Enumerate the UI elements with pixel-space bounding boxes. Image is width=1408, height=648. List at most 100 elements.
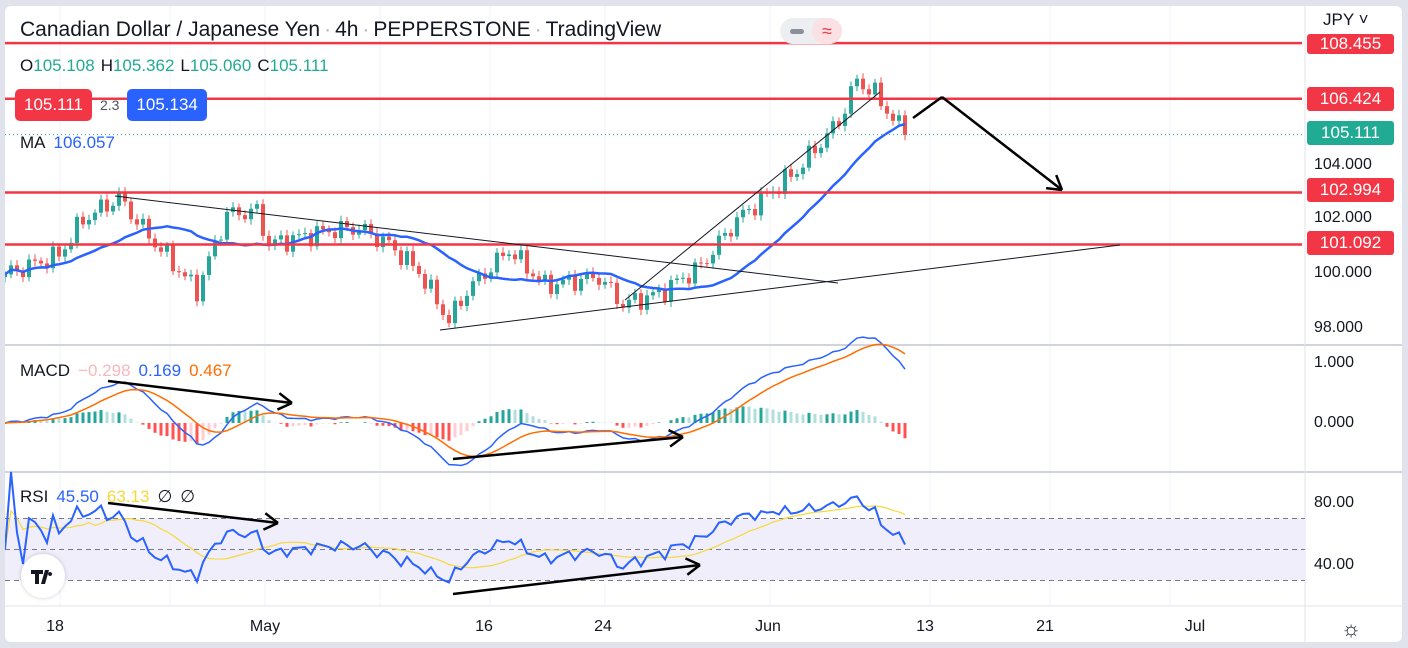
candle (105, 199, 109, 212)
macd-histogram-bar (237, 410, 241, 423)
wave-icon[interactable]: ≈ (812, 18, 842, 44)
price-tick: 100.000 (1314, 264, 1372, 281)
macd-histogram-bar (573, 423, 577, 425)
macd-histogram-bar (903, 423, 907, 439)
candle (597, 277, 601, 285)
candle (633, 293, 637, 300)
time-tick: Jul (1184, 618, 1206, 635)
candle (171, 245, 175, 272)
level-label: 102.994 (1307, 178, 1394, 202)
candle (387, 236, 391, 241)
candle (759, 191, 763, 216)
candle (69, 242, 73, 250)
macd-histogram-bar (141, 423, 145, 425)
tradingview-logo[interactable] (21, 554, 65, 598)
candle (249, 208, 253, 220)
candle (891, 113, 895, 121)
rsi-legend[interactable]: RSI 45.50 63.13 ∅ ∅ (20, 487, 196, 506)
candle (813, 145, 817, 154)
candle (573, 275, 577, 291)
macd-histogram-bar (123, 414, 127, 423)
macd-histogram-bar (669, 420, 673, 423)
macd-histogram-bar (807, 412, 811, 423)
candle (795, 174, 799, 177)
sell-button[interactable]: 105.111 (15, 89, 92, 121)
candle (423, 273, 427, 289)
candle (435, 279, 439, 305)
macd-histogram-bar (297, 423, 301, 426)
macd-histogram-bar (51, 418, 55, 423)
macd-histogram-bar (189, 423, 193, 442)
macd-histogram-bar (285, 423, 289, 427)
macd-histogram-bar (387, 423, 391, 427)
indicator-toggle[interactable]: ≈ (780, 18, 842, 44)
candle (711, 254, 715, 264)
macd-histogram-bar (753, 408, 757, 423)
settings-icon[interactable]: ☼ (1341, 616, 1362, 641)
macd-histogram-bar (711, 412, 715, 423)
arrow-head (669, 435, 684, 448)
current-price-label: 105.111 (1307, 121, 1394, 145)
price-tick: 102.000 (1314, 209, 1372, 226)
macd-histogram-bar (87, 412, 91, 423)
candle (93, 212, 97, 221)
bid-ask: 105.111 2.3 105.134 (15, 89, 207, 121)
candle (399, 250, 403, 265)
macd-histogram-bar (867, 414, 871, 423)
candle (555, 284, 559, 294)
currency-selector[interactable]: JPY ˅ (1323, 10, 1369, 29)
candle (753, 209, 757, 216)
candle (651, 292, 655, 296)
candle (645, 295, 649, 310)
macd-histogram-bar (795, 413, 799, 423)
rsi-ma-line (5, 505, 906, 569)
candle (657, 288, 661, 293)
divergence-arrow (107, 501, 279, 525)
minus-icon[interactable] (790, 29, 804, 34)
arrow-head (278, 392, 293, 404)
candle (381, 236, 385, 248)
candle (297, 234, 301, 236)
ma-legend[interactable]: MA 106.057 (20, 133, 115, 152)
chart-canvas[interactable] (5, 6, 1402, 642)
time-tick: 21 (1036, 618, 1054, 635)
macd-histogram-bar (435, 423, 439, 438)
candle (117, 192, 121, 206)
macd-histogram-bar (717, 409, 721, 423)
candle (45, 263, 49, 269)
time-tick: 16 (475, 618, 493, 635)
macd-histogram-bar (873, 416, 877, 423)
candle (87, 220, 91, 225)
buy-button[interactable]: 105.134 (127, 89, 207, 121)
candle (567, 275, 571, 280)
macd-histogram-bar (249, 410, 253, 423)
macd-histogram-bar (837, 414, 841, 423)
candle (51, 246, 55, 269)
macd-histogram-bar (213, 423, 217, 429)
macd-histogram-bar (879, 421, 883, 423)
macd-histogram-bar (861, 411, 865, 423)
macd-legend[interactable]: MACD −0.298 0.169 0.467 (20, 361, 232, 380)
macd-histogram-bar (399, 423, 403, 431)
arrow-head (264, 512, 279, 524)
macd-histogram-bar (261, 415, 265, 423)
macd-histogram-bar (681, 417, 685, 423)
candle (363, 223, 367, 231)
macd-histogram-bar (897, 423, 901, 434)
macd-histogram-bar (729, 408, 733, 423)
candle (33, 259, 37, 261)
price-tick: 98.000 (1314, 319, 1363, 336)
macd-histogram-bar (819, 414, 823, 423)
candle (861, 78, 865, 90)
ma-line (5, 122, 906, 292)
macd-histogram-bar (783, 410, 787, 423)
macd-histogram-bar (207, 423, 211, 435)
divergence-arrow (452, 563, 701, 596)
arrow-head (686, 564, 701, 576)
macd-histogram-bar (747, 406, 751, 423)
candle (153, 238, 157, 248)
macd-histogram-bar (501, 410, 505, 423)
candle (141, 218, 145, 225)
candle (723, 232, 727, 236)
